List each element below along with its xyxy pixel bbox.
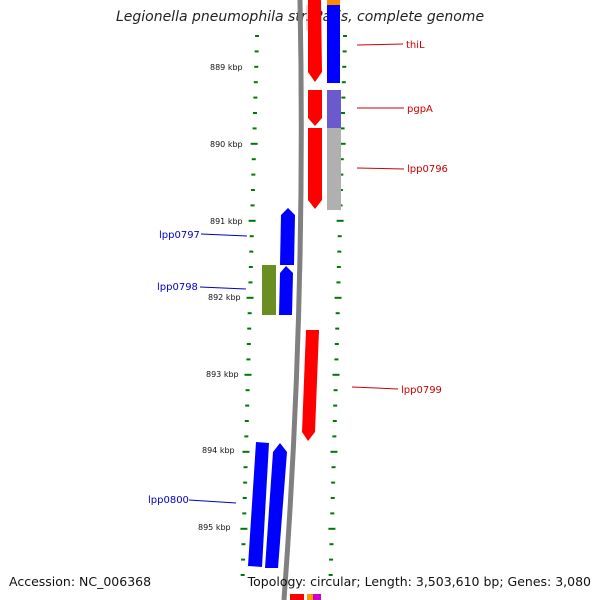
- callout-line-lpp0799: [351, 386, 399, 390]
- tick-tracks: [240, 35, 348, 576]
- gene-lpp0796-reverse[interactable]: [327, 128, 341, 210]
- callout-line-lpp0798: [199, 286, 247, 290]
- gene-lpp0800[interactable]: [265, 443, 287, 568]
- accession-text: Accession: NC_006368: [9, 574, 152, 589]
- gene-label-pgpA[interactable]: pgpA: [407, 104, 433, 115]
- callout-line-thiL: [356, 43, 404, 46]
- gene-lpp0800-a[interactable]: [248, 442, 269, 567]
- top-feature-orange: [327, 0, 340, 5]
- gene-lpp0798[interactable]: [279, 266, 293, 315]
- scale-label-894: 894 kbp: [202, 446, 235, 455]
- gene-lpp0796-forward[interactable]: [308, 128, 322, 209]
- gene-label-lpp0799[interactable]: lpp0799: [401, 385, 442, 396]
- gene-lpp0798-other[interactable]: [262, 265, 276, 315]
- gene-pgpA-forward[interactable]: [308, 90, 322, 126]
- gene-labels: thiL pgpA lpp0796 lpp0797 lpp0798 lpp079…: [148, 40, 448, 506]
- gene-lpp0797[interactable]: [280, 208, 295, 265]
- gene-label-lpp0797[interactable]: lpp0797: [159, 230, 200, 241]
- gene-label-lpp0800[interactable]: lpp0800: [148, 495, 189, 506]
- genome-summary-text: Topology: circular; Length: 3,503,610 bp…: [247, 574, 591, 589]
- gene-thiL-forward[interactable]: [308, 0, 322, 82]
- scale-labels: 889 kbp 890 kbp 891 kbp 892 kbp 893 kbp …: [198, 63, 243, 532]
- gene-thiL-reverse[interactable]: [327, 5, 340, 83]
- callout-line-lpp0796: [356, 167, 405, 170]
- gene-glyphs: [248, 0, 341, 568]
- scale-label-892: 892 kbp: [208, 293, 241, 302]
- callout-line-lpp0800: [188, 499, 237, 504]
- gene-callouts: [188, 43, 405, 504]
- genome-backbone: [281, 0, 304, 600]
- scale-label-893: 893 kbp: [206, 370, 239, 379]
- callout-line-lpp0797: [200, 233, 248, 237]
- gene-label-thiL[interactable]: thiL: [406, 40, 425, 51]
- gene-label-lpp0798[interactable]: lpp0798: [157, 282, 198, 293]
- scale-label-890: 890 kbp: [210, 140, 243, 149]
- gene-label-lpp0796[interactable]: lpp0796: [407, 164, 448, 175]
- bottom-feature-orange: [307, 594, 313, 600]
- bottom-feature-magenta: [313, 594, 321, 600]
- gene-lpp0799[interactable]: [302, 330, 319, 441]
- bottom-feature-red: [290, 594, 304, 600]
- gene-pgpA-reverse[interactable]: [327, 90, 341, 128]
- scale-label-891: 891 kbp: [210, 217, 243, 226]
- scale-label-895: 895 kbp: [198, 523, 231, 532]
- scale-label-889: 889 kbp: [210, 63, 243, 72]
